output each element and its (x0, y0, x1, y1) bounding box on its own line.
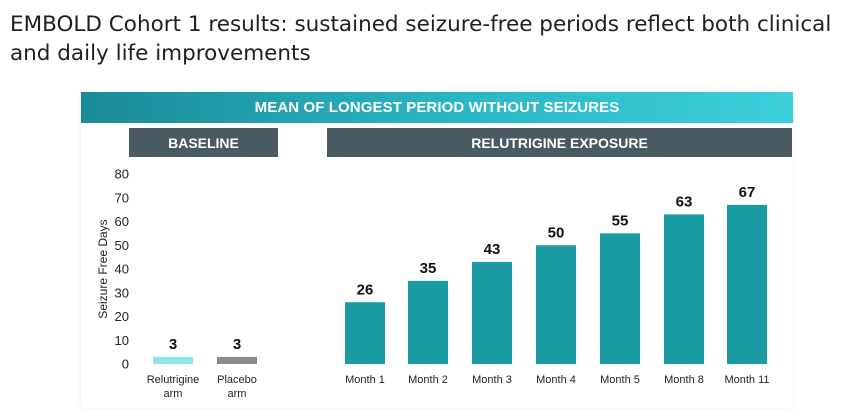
x-tick-label: Month 1 (345, 374, 385, 386)
x-tick-label-line: Month 1 (345, 374, 385, 386)
x-tick-label-line: Month 3 (472, 374, 512, 386)
x-tick-label-line: arm (164, 388, 183, 400)
bar (345, 302, 385, 364)
x-tick-label: Month 3 (472, 374, 512, 386)
y-tick-label: 10 (115, 333, 129, 348)
section-relutrigine-exposure: RELUTRIGINE EXPOSURE (327, 128, 792, 157)
y-tick-label: 50 (115, 238, 129, 253)
bar (664, 214, 704, 364)
x-tick-label-line: arm (228, 388, 247, 400)
data-label: 43 (484, 241, 501, 258)
bar (472, 261, 512, 364)
y-tick-label: 60 (115, 214, 129, 229)
x-tick-label-line: Relutrigine (147, 374, 200, 386)
bar (217, 356, 257, 364)
x-tick-label: Relutrigine arm (147, 374, 200, 400)
bar (408, 280, 448, 364)
data-label: 26 (357, 281, 374, 298)
x-tick-label: Month 11 (724, 374, 769, 386)
x-tick-label-line: Month 4 (536, 374, 576, 386)
y-tick-label: 0 (122, 357, 129, 372)
data-label: 3 (233, 336, 241, 353)
y-tick-label: 30 (115, 285, 129, 300)
x-tick-label-line: Month 2 (408, 374, 448, 386)
y-tick-label: 20 (115, 309, 129, 324)
data-label: 67 (739, 184, 756, 201)
x-tick-label: Month 8 (664, 374, 704, 386)
y-tick-label: 40 (115, 262, 129, 277)
data-label: 63 (676, 193, 693, 210)
x-tick-label-line: Month 11 (724, 374, 769, 386)
bar (600, 233, 640, 364)
data-label: 3 (169, 336, 177, 353)
page-title: EMBOLD Cohort 1 results: sustained seizu… (10, 12, 832, 66)
x-tick-label-line: Month 8 (664, 374, 704, 386)
bar (153, 356, 193, 364)
data-label: 50 (548, 224, 565, 241)
data-label: 55 (612, 212, 629, 229)
y-axis-label: Seizure Free Days (96, 219, 110, 318)
section-baseline: BASELINE (129, 128, 278, 157)
x-tick-label: Month 2 (408, 374, 448, 386)
bar (536, 245, 576, 364)
bar (727, 204, 767, 364)
x-tick-label-line: Month 5 (600, 374, 640, 386)
x-tick-label: Month 5 (600, 374, 640, 386)
x-tick-label-line: Placebo (217, 374, 257, 386)
x-tick-label: Month 4 (536, 374, 576, 386)
y-tick-label: 70 (115, 190, 129, 205)
data-label: 35 (420, 260, 437, 277)
y-tick-label: 80 (115, 167, 129, 182)
x-tick-label: Placebo arm (217, 374, 257, 400)
chart-title: MEAN OF LONGEST PERIOD WITHOUT SEIZURES (81, 92, 793, 123)
